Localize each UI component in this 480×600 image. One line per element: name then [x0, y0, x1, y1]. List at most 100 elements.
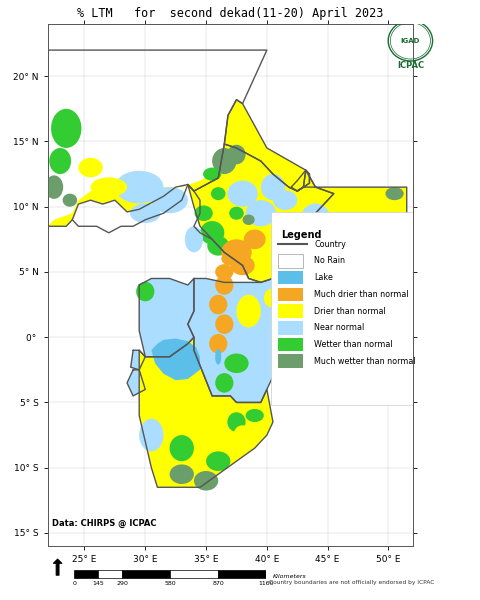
- Ellipse shape: [228, 145, 246, 164]
- Polygon shape: [151, 338, 200, 380]
- Bar: [122, 570, 170, 578]
- Ellipse shape: [115, 171, 164, 203]
- Ellipse shape: [78, 158, 103, 178]
- Ellipse shape: [215, 314, 233, 334]
- Ellipse shape: [200, 221, 224, 245]
- Text: No Rain: No Rain: [314, 256, 345, 265]
- Ellipse shape: [230, 256, 255, 275]
- Polygon shape: [131, 350, 145, 370]
- Ellipse shape: [224, 353, 249, 373]
- Ellipse shape: [49, 148, 71, 174]
- Ellipse shape: [145, 321, 169, 340]
- Text: Legend: Legend: [281, 230, 322, 240]
- Ellipse shape: [246, 409, 264, 422]
- Ellipse shape: [209, 295, 228, 314]
- Ellipse shape: [215, 373, 233, 392]
- Ellipse shape: [215, 275, 233, 295]
- Ellipse shape: [264, 288, 282, 308]
- Polygon shape: [224, 100, 306, 191]
- Ellipse shape: [334, 220, 370, 246]
- Ellipse shape: [242, 215, 255, 225]
- Text: 870: 870: [213, 581, 224, 586]
- Ellipse shape: [261, 174, 285, 200]
- Bar: [278, 338, 303, 351]
- Ellipse shape: [288, 334, 306, 353]
- Text: IGAD: IGAD: [401, 38, 420, 44]
- Text: 0: 0: [72, 581, 76, 586]
- Ellipse shape: [194, 471, 218, 491]
- Ellipse shape: [169, 464, 194, 484]
- Text: Drier than normal: Drier than normal: [314, 307, 386, 316]
- Text: Much wetter than normal: Much wetter than normal: [314, 357, 416, 366]
- Ellipse shape: [221, 239, 252, 265]
- Ellipse shape: [300, 203, 331, 236]
- Ellipse shape: [294, 314, 312, 334]
- Bar: [278, 304, 303, 318]
- Ellipse shape: [370, 203, 395, 223]
- Text: 145: 145: [93, 581, 104, 586]
- Ellipse shape: [207, 236, 229, 256]
- Text: Lake: Lake: [314, 273, 333, 282]
- Text: Kilometers: Kilometers: [273, 574, 307, 578]
- Text: Country: Country: [314, 240, 346, 249]
- Bar: [278, 355, 303, 368]
- Ellipse shape: [151, 370, 176, 396]
- FancyBboxPatch shape: [271, 212, 417, 405]
- Polygon shape: [48, 144, 224, 226]
- Bar: [278, 254, 303, 268]
- Ellipse shape: [273, 190, 297, 210]
- Polygon shape: [285, 170, 407, 357]
- Text: Data: CHIRPS @ ICPAC: Data: CHIRPS @ ICPAC: [52, 518, 156, 528]
- Ellipse shape: [303, 292, 328, 317]
- Ellipse shape: [45, 175, 63, 199]
- Bar: [98, 570, 122, 578]
- Ellipse shape: [228, 181, 258, 206]
- Ellipse shape: [385, 187, 404, 200]
- Ellipse shape: [203, 167, 221, 181]
- Polygon shape: [127, 370, 145, 396]
- Ellipse shape: [228, 412, 246, 432]
- Ellipse shape: [229, 206, 244, 220]
- Ellipse shape: [91, 178, 127, 197]
- Text: Wetter than normal: Wetter than normal: [314, 340, 393, 349]
- Text: Country boundaries are not officially endorsed by ICPAC: Country boundaries are not officially en…: [269, 580, 434, 585]
- Ellipse shape: [244, 230, 265, 249]
- Ellipse shape: [310, 272, 334, 298]
- Ellipse shape: [211, 187, 226, 200]
- Text: 1160: 1160: [259, 581, 274, 586]
- Ellipse shape: [197, 415, 228, 442]
- Text: ICPAC: ICPAC: [397, 61, 424, 70]
- Ellipse shape: [194, 205, 213, 221]
- Bar: [278, 271, 303, 284]
- Ellipse shape: [130, 203, 160, 223]
- Ellipse shape: [169, 435, 194, 461]
- Ellipse shape: [215, 264, 233, 280]
- Ellipse shape: [209, 334, 228, 353]
- Bar: [278, 321, 303, 335]
- Ellipse shape: [246, 200, 276, 226]
- Ellipse shape: [237, 295, 261, 328]
- Polygon shape: [188, 253, 291, 403]
- Ellipse shape: [185, 226, 203, 253]
- Ellipse shape: [51, 109, 82, 148]
- Text: 580: 580: [165, 581, 176, 586]
- Ellipse shape: [212, 292, 237, 317]
- Polygon shape: [139, 337, 273, 487]
- Ellipse shape: [62, 194, 77, 206]
- Ellipse shape: [151, 187, 188, 213]
- Ellipse shape: [136, 282, 155, 301]
- Text: Much drier than normal: Much drier than normal: [314, 290, 409, 299]
- Ellipse shape: [212, 148, 237, 174]
- Title: % LTM   for  second dekad(11-20) April 2023: % LTM for second dekad(11-20) April 2023: [77, 7, 384, 20]
- Ellipse shape: [221, 253, 240, 265]
- Ellipse shape: [215, 349, 221, 365]
- Ellipse shape: [349, 242, 379, 275]
- Bar: [278, 287, 303, 301]
- Ellipse shape: [294, 344, 312, 357]
- Bar: [218, 570, 266, 578]
- Text: Near normal: Near normal: [314, 323, 364, 332]
- Bar: [74, 570, 98, 578]
- Ellipse shape: [176, 389, 200, 415]
- Text: 290: 290: [117, 581, 128, 586]
- Polygon shape: [139, 278, 194, 357]
